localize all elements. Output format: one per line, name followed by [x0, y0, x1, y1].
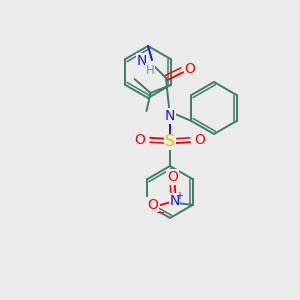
- Text: O: O: [167, 170, 178, 184]
- Text: H: H: [146, 64, 154, 76]
- Text: +: +: [176, 191, 184, 201]
- Text: N: N: [169, 194, 180, 208]
- Text: O: O: [147, 198, 158, 212]
- Text: −: −: [156, 208, 165, 218]
- Text: O: O: [195, 133, 206, 147]
- Text: N: N: [137, 54, 147, 68]
- Text: O: O: [135, 133, 146, 147]
- Text: O: O: [184, 62, 195, 76]
- Text: N: N: [165, 109, 175, 123]
- Text: S: S: [165, 134, 175, 149]
